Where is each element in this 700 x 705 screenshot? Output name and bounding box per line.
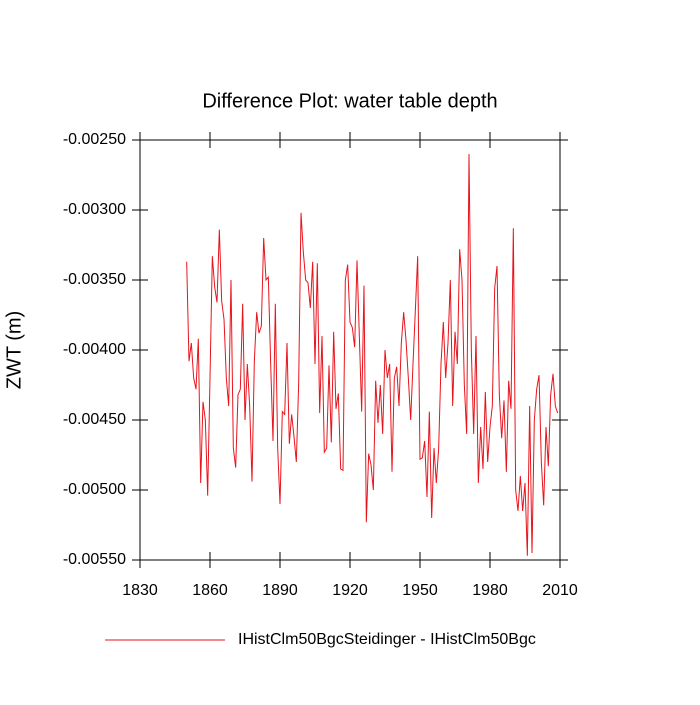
x-tick-label: 1980: [472, 582, 508, 599]
x-tick-label: 1950: [402, 582, 438, 599]
y-tick-label: -0.00250: [63, 131, 126, 148]
y-tick-label: -0.00450: [63, 411, 126, 428]
data-line: [186, 153, 559, 556]
chart-title: Difference Plot: water table depth: [202, 90, 497, 112]
y-tick-label: -0.00550: [63, 551, 126, 568]
x-tick-label: 1830: [122, 582, 158, 599]
y-tick-label: -0.00500: [63, 481, 126, 498]
x-tick-label: 1920: [332, 582, 368, 599]
x-tick-label: 1890: [262, 582, 298, 599]
legend-label: IHistClm50BgcSteidinger - IHistClm50Bgc: [238, 631, 536, 648]
y-axis-label: ZWT (m): [3, 311, 25, 390]
x-tick-label: 1860: [192, 582, 228, 599]
y-tick-label: -0.00400: [63, 341, 126, 358]
x-tick-label: 2010: [542, 582, 578, 599]
y-tick-label: -0.00350: [63, 271, 126, 288]
y-tick-label: -0.00300: [63, 201, 126, 218]
plot-frame: [139, 139, 561, 561]
